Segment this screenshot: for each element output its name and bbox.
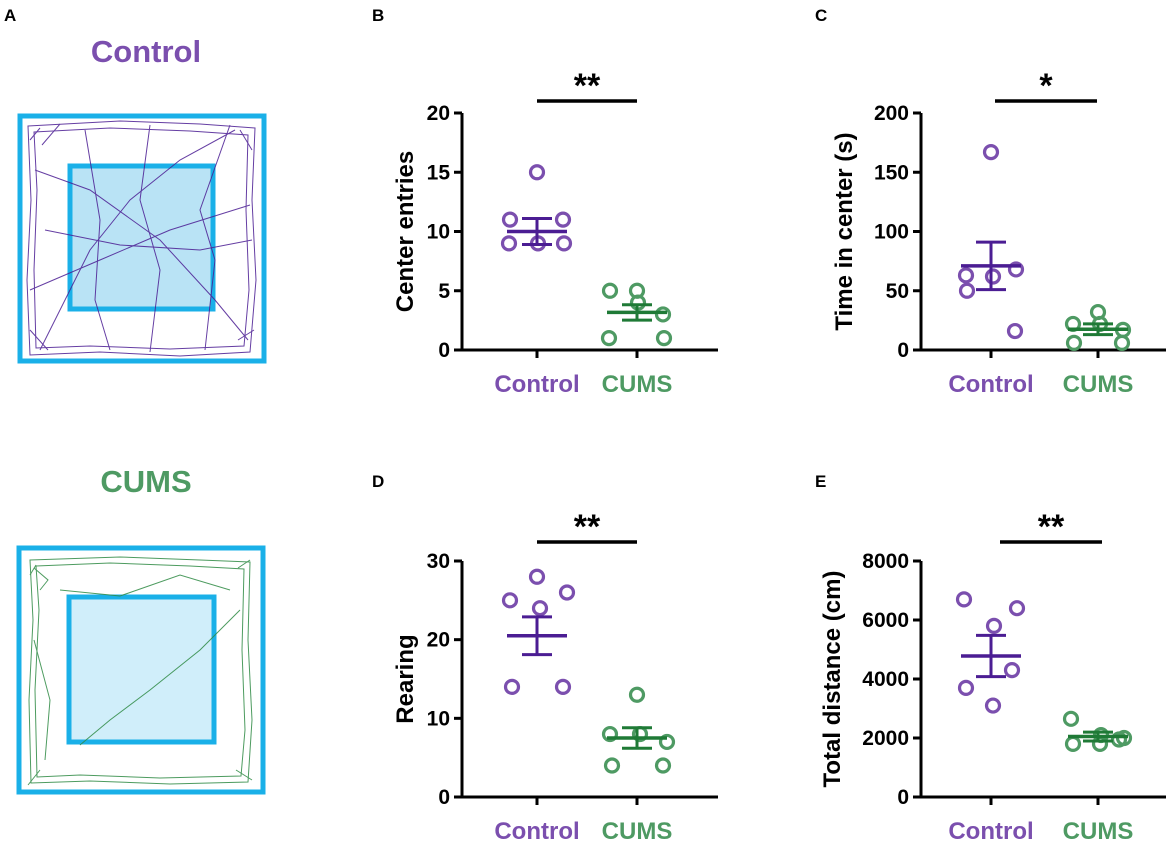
data-point [658,733,676,751]
y-tick-label: 8000 [862,550,909,573]
y-tick-label: 2000 [862,727,909,750]
y-tick-label: 20 [427,102,450,125]
category-label: Control [494,371,579,398]
data-point [554,678,572,695]
y-tick-label: 150 [874,161,909,184]
y-tick-label: 4000 [862,668,909,691]
panel-d: D 0 10 20 30 Rearing Control CUMS ** [372,472,718,845]
significance-label: * [1039,67,1053,105]
category-label: CUMS [1063,818,1134,845]
control-title: Control [91,34,201,69]
data-point [1006,322,1024,340]
y-axis-label: Total distance (cm) [819,571,846,788]
data-point [628,686,646,703]
data-point [1007,261,1025,278]
cums-arena [16,545,266,795]
category-label: Control [494,818,579,845]
y-axis-label: Rearing [392,634,419,723]
data-point [955,591,973,608]
data-point [501,592,519,609]
data-point [558,584,576,601]
data-point [1065,334,1083,351]
significance-label: ** [574,67,601,105]
y-tick-label: 10 [427,221,450,244]
data-point [1064,735,1082,753]
data-point [554,211,572,228]
data-point [1008,600,1026,617]
y-axis-label: Center entries [392,151,419,312]
data-point [654,306,672,323]
data-point [503,678,521,695]
y-axis-label: Time in center (s) [831,132,858,330]
arena-center-zone [66,594,217,745]
data-point [1003,662,1021,679]
data-point [985,617,1003,635]
panel-b: B 0 5 10 15 20 Center entries Control CUMS ** [372,6,718,398]
category-label: CUMS [1063,371,1134,398]
data-point [655,330,673,347]
category-label: Control [948,371,1033,398]
panel-a: A Control CUMS [4,6,267,795]
category-label: Control [948,818,1033,845]
cums-track [27,556,253,786]
y-tick-label: 100 [874,221,909,244]
data-point [555,235,573,252]
significance-label: ** [1038,508,1065,546]
category-label: CUMS [602,818,673,845]
y-tick-label: 50 [886,280,909,303]
panel-d-letter: D [372,472,384,491]
y-tick-label: 15 [427,161,451,184]
panel-c-letter: C [815,6,827,25]
data-point [603,757,621,774]
data-point [984,268,1002,285]
y-tick-label: 6000 [862,609,909,632]
control-arena [17,113,267,364]
y-tick-label: 5 [438,280,450,303]
data-point [957,679,975,696]
cums-title: CUMS [100,464,191,499]
data-point [958,282,976,299]
data-point [1062,710,1080,727]
y-tick-label: 0 [438,786,450,809]
panel-c: C 0 50 100 150 200 Time in center (s) Control C… [815,6,1166,398]
control-track [26,120,257,357]
data-point [531,600,549,617]
data-point [528,568,546,585]
data-point [601,282,619,299]
significance-label: ** [574,508,601,546]
y-tick-label: 10 [427,707,450,730]
y-tick-label: 0 [897,786,909,809]
data-point [501,211,519,228]
y-tick-label: 200 [874,102,909,125]
data-point [500,235,518,252]
data-point [1091,735,1109,753]
panel-b-letter: B [372,6,384,25]
data-point [957,267,975,284]
data-point [982,144,1000,161]
data-point [654,757,672,774]
panel-e: E 0 2000 4000 6000 8000 Total distance (cm) Co… [815,472,1166,845]
data-point [528,164,546,181]
y-tick-label: 30 [427,550,450,573]
y-tick-label: 0 [897,339,909,362]
category-label: CUMS [602,371,673,398]
data-point [984,697,1002,714]
data-point [1113,334,1131,351]
y-tick-label: 20 [427,629,450,652]
y-tick-label: 0 [438,339,450,362]
panel-e-letter: E [815,472,826,491]
data-point [601,725,619,743]
data-point [600,330,618,347]
panel-a-letter: A [4,6,16,25]
